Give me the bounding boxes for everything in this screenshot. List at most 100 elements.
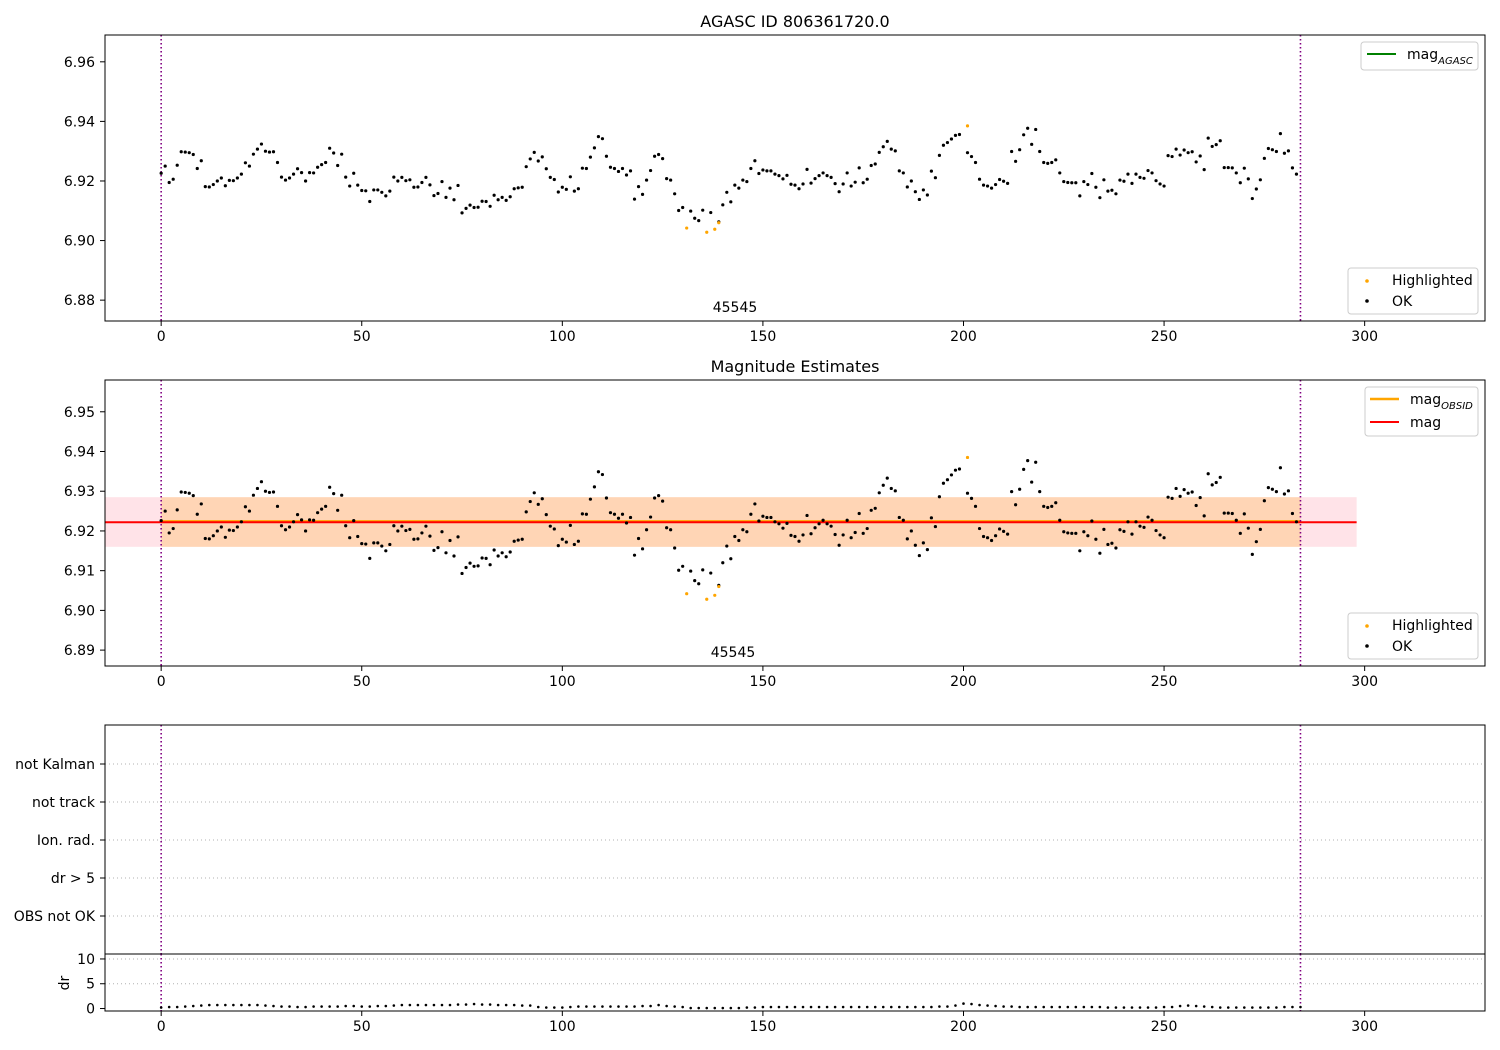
x-tick-label: 250 <box>1151 1019 1178 1035</box>
ok-point <box>817 174 821 178</box>
ok-point <box>1054 158 1058 162</box>
ok-point <box>536 159 540 163</box>
dr-point <box>416 1003 420 1007</box>
dr-point <box>504 1003 508 1007</box>
ok-point <box>729 557 733 561</box>
ok-point <box>1034 127 1038 132</box>
ok-point <box>540 155 544 159</box>
y-tick-label: 6.92 <box>64 524 95 540</box>
x-tick-label: 300 <box>1351 674 1378 690</box>
ok-point <box>1186 151 1190 155</box>
ok-point <box>977 177 982 181</box>
dr-point <box>1275 1006 1278 1009</box>
ok-point <box>725 544 729 548</box>
ok-point <box>588 497 593 501</box>
x-tick-label: 300 <box>1351 1019 1378 1035</box>
ok-point <box>889 147 893 151</box>
dr-point <box>801 1005 805 1009</box>
dr-point <box>336 1005 339 1008</box>
ok-point <box>332 151 336 155</box>
mag-obsid-legend-label: magOBSID <box>1410 392 1473 412</box>
ok-point <box>917 553 921 558</box>
ok-point <box>175 163 179 167</box>
dr-point <box>825 1005 829 1009</box>
ok-point <box>1094 537 1098 541</box>
ok-point <box>396 529 400 533</box>
ok-point <box>324 160 328 165</box>
dr-point <box>448 1003 452 1007</box>
ok-point <box>159 519 163 523</box>
ok-point <box>997 177 1002 182</box>
dr-point <box>512 1003 516 1007</box>
ok-point <box>187 491 191 495</box>
ok-point <box>516 186 520 190</box>
y-tick-label: 0 <box>86 1002 95 1018</box>
ok-point <box>665 176 669 181</box>
ok-point <box>737 538 741 543</box>
highlighted-legend-marker <box>1365 279 1369 283</box>
dr-point <box>817 1005 821 1009</box>
ok-point <box>805 167 809 171</box>
ok-point <box>1170 496 1174 500</box>
ok-point <box>344 524 348 528</box>
ok-point <box>893 489 897 493</box>
ok-point <box>191 493 195 498</box>
dr-point <box>256 1003 259 1007</box>
dr-point <box>1299 1005 1302 1009</box>
ok-point <box>1206 472 1210 476</box>
ok-point <box>1070 181 1074 185</box>
ok-point <box>1162 184 1166 188</box>
ok-point <box>709 571 713 575</box>
ok-point <box>849 184 853 188</box>
ok-point <box>416 537 420 541</box>
ok-point <box>448 538 452 543</box>
ok-point <box>1194 503 1198 508</box>
dr-point <box>352 1004 356 1008</box>
ok-point <box>548 175 552 180</box>
ok-point <box>392 524 396 528</box>
ok-point <box>239 172 243 176</box>
highlighted-point <box>965 455 970 460</box>
ok-point <box>1226 511 1230 515</box>
x-tick-label: 0 <box>157 329 166 345</box>
dr-point <box>488 1003 492 1006</box>
ok-point <box>749 166 753 171</box>
ok-point <box>508 550 512 554</box>
ok-point <box>821 171 825 175</box>
ok-point <box>488 563 492 567</box>
ok-point <box>267 150 272 154</box>
ok-point <box>909 529 913 533</box>
ok-point <box>769 169 773 173</box>
ok-point <box>380 544 384 548</box>
ok-point <box>283 178 288 182</box>
ok-point <box>917 197 921 202</box>
dr-point <box>930 1005 933 1009</box>
dr-point <box>729 1006 733 1010</box>
ok-point <box>484 556 488 560</box>
ok-point <box>877 150 881 154</box>
ok-point <box>865 177 869 181</box>
ok-point <box>805 513 809 518</box>
x-tick-label: 0 <box>157 674 166 690</box>
ok-point <box>536 502 540 506</box>
ok-point <box>1070 531 1074 535</box>
dr-point <box>625 1005 628 1008</box>
ok-point <box>1294 520 1299 524</box>
dr-point <box>705 1006 709 1010</box>
ok-point <box>227 178 231 182</box>
ok-point <box>504 198 508 202</box>
dr-point <box>946 1005 949 1008</box>
dr-point <box>1114 1006 1118 1009</box>
ok-point <box>524 165 528 169</box>
ok-point <box>408 527 412 531</box>
ok-point <box>580 166 584 170</box>
estimates-legend-lower: Highlighted OK <box>1347 612 1479 660</box>
ok-point <box>219 176 223 180</box>
dr-point <box>569 1005 572 1009</box>
dr-point <box>520 1004 524 1007</box>
ok-point <box>1066 180 1070 185</box>
ok-point <box>1238 531 1242 535</box>
ok-point <box>1158 533 1162 537</box>
ok-point <box>183 150 187 154</box>
dr-point <box>1058 1005 1062 1009</box>
